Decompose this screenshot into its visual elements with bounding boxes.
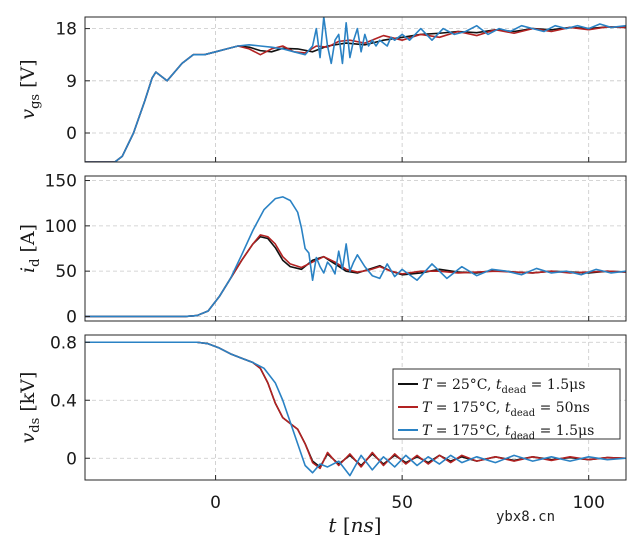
legend-temp: = 175°C,	[431, 423, 504, 439]
legend-value: = 50ns	[535, 400, 590, 416]
x-axis-label: t [ns]	[328, 513, 381, 537]
y-label-subscript: d	[28, 259, 43, 267]
legend-t-symbol: t	[505, 423, 511, 439]
axes-frame	[84, 16, 627, 163]
legend-sub: dead	[502, 385, 527, 396]
y-tick-label: 0.8	[50, 333, 77, 353]
x-tick-label: 0	[210, 493, 221, 513]
legend-entry-2: T = 175°C, tdead = 50ns	[422, 400, 590, 419]
x-label-bracket-open: [	[343, 513, 351, 537]
legend-box	[392, 368, 621, 440]
legend-T-symbol: T	[422, 377, 433, 393]
plot-area	[85, 176, 626, 321]
y-tick-label: 0	[66, 124, 77, 144]
y-tick-label: 0	[66, 449, 77, 469]
series-line-3	[85, 17, 626, 162]
y-tick-label: 0	[66, 307, 77, 327]
x-label-bracket-close: ]	[374, 513, 382, 537]
y-tick-label: 9	[66, 72, 77, 92]
watermark: ybx8.cn	[496, 509, 555, 525]
legend-sub: dead	[510, 408, 535, 419]
series-line-2	[85, 234, 626, 318]
legend-entry-1: T = 25°C, tdead = 1.5μs	[422, 377, 585, 396]
y-label-subscript: gs	[28, 94, 43, 109]
y-label-symbol: v	[17, 109, 39, 120]
y-tick-label: 150	[45, 172, 77, 192]
x-label-symbol: t	[328, 513, 342, 537]
y-label-symbol: i	[17, 267, 39, 273]
axes-frame	[84, 175, 627, 322]
legend-temp: = 175°C,	[431, 400, 504, 416]
y-tick-label: 50	[55, 262, 77, 282]
legend-t-symbol: t	[496, 377, 502, 393]
y-tick-label: 0.4	[50, 391, 77, 411]
x-label-unit: ns	[351, 513, 374, 537]
y-label-symbol: v	[17, 432, 39, 443]
y-tick-label: 18	[55, 20, 77, 40]
legend-temp: = 25°C,	[431, 377, 496, 393]
legend-entry-3: T = 175°C, tdead = 1.5μs	[422, 423, 594, 442]
legend-T-symbol: T	[422, 423, 433, 439]
x-tick-label: 100	[572, 493, 604, 513]
y-label-unit: [kV]	[17, 372, 39, 418]
axes-frame	[84, 334, 627, 481]
panel-1: 0 9 18 vgs [V]	[17, 16, 627, 163]
series-line-3	[85, 196, 626, 318]
y-axis-label: vds [kV]	[17, 372, 43, 444]
legend-value: = 1.5μs	[526, 377, 585, 393]
y-tick-label: 100	[45, 217, 77, 237]
legend-T-symbol: T	[422, 400, 433, 416]
panel-2: 0 50 100 150 id [A]	[17, 172, 627, 327]
y-label-unit: [V]	[17, 59, 39, 94]
y-axis-label: vgs [V]	[17, 59, 43, 119]
series-line-3	[85, 341, 626, 477]
plot-area	[85, 17, 626, 162]
legend-sub: dead	[510, 431, 535, 442]
x-tick-label: 50	[391, 493, 413, 513]
y-label-subscript: ds	[28, 418, 43, 433]
legend-t-symbol: t	[505, 400, 511, 416]
y-axis-label: id [A]	[17, 224, 43, 273]
y-label-unit: [A]	[17, 224, 39, 259]
legend-value: = 1.5μs	[535, 423, 594, 439]
